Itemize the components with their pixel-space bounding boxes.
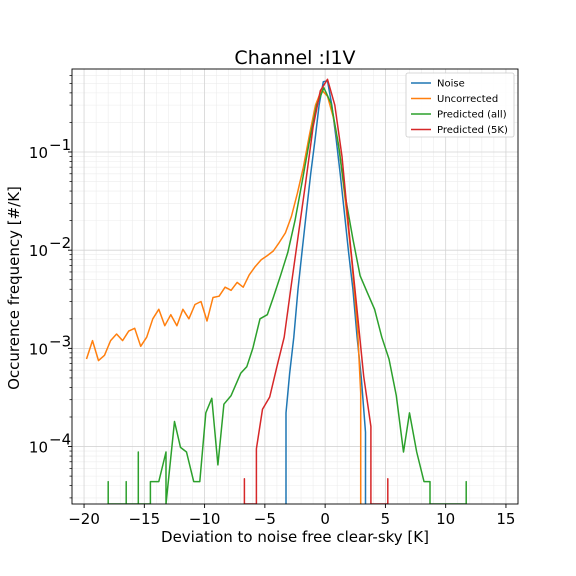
y-tick-exponent: −2 bbox=[49, 234, 71, 252]
legend-entry: Uncorrected bbox=[437, 94, 498, 105]
x-tick-label: −20 bbox=[68, 510, 100, 528]
x-tick-label: 15 bbox=[496, 510, 515, 528]
x-tick-label: −15 bbox=[128, 510, 160, 528]
y-tick-exponent: −3 bbox=[49, 332, 71, 350]
chart-title: Channel :I1V bbox=[234, 47, 355, 69]
legend: Noise Uncorrected Predicted (all) Predicted… bbox=[405, 72, 515, 138]
x-tick-label: 5 bbox=[381, 510, 391, 528]
axes-frame bbox=[71, 68, 519, 505]
legend-entry: Predicted (all) bbox=[437, 110, 507, 121]
y-axis-label: Occurence frequency [#/K] bbox=[5, 186, 23, 390]
legend-box bbox=[405, 72, 515, 138]
y-tick-label: 10 bbox=[29, 340, 48, 358]
series-line-predicted-5k bbox=[243, 78, 389, 504]
x-tick-label: 0 bbox=[320, 510, 330, 528]
y-tick-label: 10 bbox=[29, 242, 48, 260]
x-tick-label: −5 bbox=[254, 510, 276, 528]
x-tick-label: 10 bbox=[436, 510, 455, 528]
y-tick-exponent: −1 bbox=[49, 136, 71, 154]
series-lines bbox=[85, 78, 467, 504]
series-line-predicted-all bbox=[107, 87, 467, 504]
y-tick-label: 10 bbox=[29, 144, 48, 162]
legend-entry: Predicted (5K) bbox=[437, 125, 508, 136]
x-axis-label: Deviation to noise free clear-sky [K] bbox=[161, 528, 429, 546]
legend-entry: Noise bbox=[437, 79, 465, 90]
y-tick-exponent: −4 bbox=[49, 431, 71, 449]
x-tick-label: −10 bbox=[189, 510, 221, 528]
y-tick-label: 10 bbox=[29, 439, 48, 457]
